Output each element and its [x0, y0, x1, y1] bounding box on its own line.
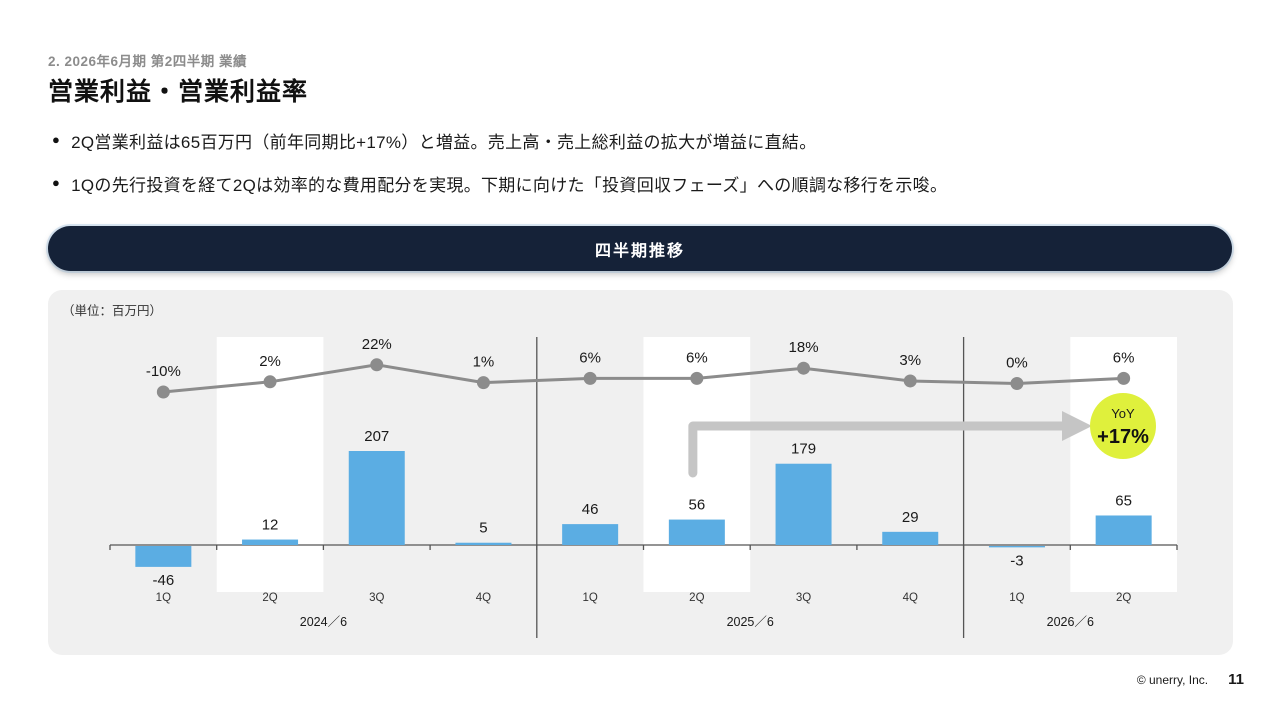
bullet-icon: ● [52, 175, 61, 190]
bar-value-label: 5 [479, 520, 487, 537]
bullet-text: 2Q営業利益は65百万円（前年同期比+17%）と増益。売上高・売上総利益の拡大が… [71, 133, 817, 152]
line-point [903, 374, 917, 388]
bar [455, 542, 512, 545]
bar-value-label: 12 [262, 517, 279, 534]
yoy-arrowhead [1062, 411, 1092, 441]
bar [668, 519, 725, 545]
bar-value-label: -46 [153, 572, 175, 589]
line-point [690, 371, 704, 385]
line-point [156, 385, 170, 399]
bar [882, 531, 939, 545]
bar [988, 546, 1045, 548]
year-label: 2024／6 [300, 615, 347, 629]
breadcrumb: 2. 2026年6月期 第2四半期 業績 [48, 54, 248, 69]
bar [1095, 515, 1152, 545]
yoy-badge [1090, 393, 1156, 459]
line-point [370, 358, 384, 372]
year-label: 2025／6 [727, 615, 774, 629]
year-label: 2026／6 [1047, 615, 1094, 629]
line-point [476, 376, 490, 390]
bar [135, 546, 192, 567]
chart-panel: （単位：百万円） -46 12 207 5 46 56 179 29 -3 65 -10% 2% 22%… [48, 290, 1233, 655]
quarter-label: 1Q [1009, 592, 1024, 604]
footer: © unerry, Inc. 11 [1137, 671, 1244, 688]
bar-value-label: -3 [1010, 552, 1023, 569]
page-number: 11 [1228, 671, 1244, 688]
pct-label: 6% [1113, 349, 1135, 366]
pct-label: 1% [473, 354, 495, 371]
bar-value-label: 56 [689, 497, 706, 514]
pct-label: 22% [362, 336, 392, 353]
section-banner: 四半期推移 [48, 226, 1232, 271]
bar [775, 463, 832, 545]
bar-value-label: 46 [582, 501, 599, 518]
quarter-label: 2Q [689, 592, 704, 604]
line-point [583, 371, 597, 385]
bar-value-label: 65 [1115, 492, 1132, 509]
quarterly-chart: -46 12 207 5 46 56 179 29 -3 65 -10% 2% 22% 1% 6% 6% 18%… [109, 336, 1178, 638]
line-point [797, 361, 811, 375]
pct-label: 3% [899, 352, 921, 369]
quarter-label: 3Q [796, 592, 811, 604]
section-banner-label: 四半期推移 [594, 242, 685, 260]
bullet-item: ● 1Qの先行投資を経て2Qは効率的な費用配分を実現。下期に向けた「投資回収フェ… [52, 171, 947, 196]
pct-label: -10% [146, 363, 181, 380]
margin-line [163, 363, 1124, 394]
bullet-item: ● 2Q営業利益は65百万円（前年同期比+17%）と増益。売上高・売上総利益の拡… [52, 128, 817, 153]
pct-label: 2% [259, 353, 281, 370]
line-point [1010, 377, 1024, 390]
pct-label: 6% [686, 349, 708, 366]
yoy-badge-value: +17% [1097, 426, 1149, 448]
quarter-label: 2Q [1116, 592, 1131, 604]
bar [348, 451, 405, 545]
bullet-text: 1Qの先行投資を経て2Qは効率的な費用配分を実現。下期に向けた「投資回収フェーズ… [71, 176, 948, 195]
bar [562, 524, 619, 545]
bar-value-label: 179 [791, 441, 816, 458]
line-point [263, 375, 277, 389]
yoy-arrow [688, 421, 1067, 478]
bar [242, 539, 299, 545]
quarter-label: 1Q [156, 592, 171, 604]
line-point [1117, 371, 1131, 385]
yoy-badge-label: YoY [1111, 406, 1135, 421]
quarter-label: 1Q [582, 592, 597, 604]
bullet-icon: ● [52, 132, 61, 147]
copyright: © unerry, Inc. [1136, 673, 1209, 687]
unit-label: （単位：百万円） [62, 304, 163, 318]
quarter-label: 3Q [369, 592, 384, 604]
pct-label: 6% [579, 349, 601, 366]
bar-value-label: 207 [364, 428, 389, 445]
page-title: 営業利益・営業利益率 [48, 78, 309, 106]
bar-value-label: 29 [902, 509, 919, 526]
quarter-label: 4Q [476, 592, 491, 604]
pct-label: 18% [789, 339, 819, 356]
pct-label: 0% [1006, 355, 1028, 372]
quarter-label: 2Q [262, 592, 277, 604]
quarter-label: 4Q [903, 592, 918, 604]
